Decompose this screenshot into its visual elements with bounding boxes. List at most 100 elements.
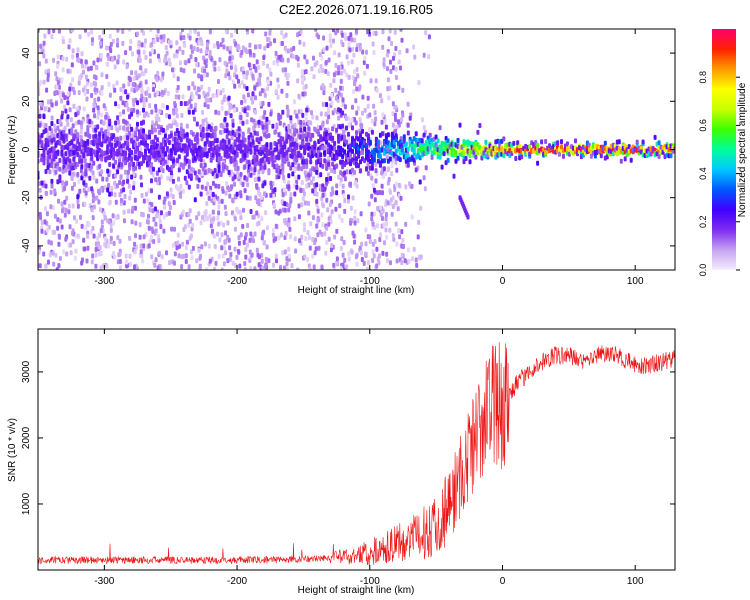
heatmap-cell (75, 218, 79, 224)
heatmap-cell (99, 207, 103, 213)
heatmap-cell (126, 126, 130, 132)
heatmap-cell (245, 176, 249, 182)
heatmap-cell (322, 90, 326, 96)
heatmap-cell (373, 239, 377, 244)
heatmap-cell (53, 188, 57, 194)
heatmap-cell (264, 256, 268, 262)
heatmap-cell (285, 256, 289, 262)
heatmap-cell (280, 41, 284, 46)
heatmap-cell (323, 231, 327, 237)
heatmap-cell (370, 175, 374, 181)
heatmap-cell (269, 192, 273, 198)
heatmap-cell (213, 244, 217, 249)
heatmap-cell (301, 196, 305, 202)
heatmap-cell (118, 259, 122, 264)
heatmap-cell (124, 253, 128, 259)
heatmap-cell (165, 105, 169, 110)
heatmap-cell (321, 192, 325, 198)
heatmap-cell (132, 107, 136, 113)
heatmap-cell (92, 60, 96, 66)
heatmap-cell (207, 243, 211, 249)
heatmap-cell (156, 90, 160, 96)
heatmap-cell (365, 63, 369, 69)
heatmap-cell (234, 67, 238, 73)
heatmap-cell (199, 220, 203, 226)
heatmap-cell (295, 142, 299, 148)
heatmap-cell (157, 53, 160, 59)
heatmap-cell (57, 198, 60, 204)
heatmap-cell (271, 193, 275, 199)
heatmap-cell (86, 245, 90, 251)
heatmap-cell (176, 232, 180, 238)
heatmap-cell (122, 125, 126, 131)
heatmap-cell (382, 222, 386, 228)
heatmap-cell (145, 90, 149, 96)
heatmap-cell (401, 237, 405, 243)
heatmap-cell (424, 30, 428, 36)
heatmap-cell (349, 220, 353, 226)
heatmap-cell (341, 262, 345, 268)
heatmap-cell (544, 139, 548, 144)
heatmap-cell (179, 122, 183, 128)
heatmap-cell (91, 253, 95, 259)
heatmap-cell (38, 61, 42, 67)
heatmap-cell (253, 85, 257, 91)
heatmap-cell (226, 258, 230, 264)
heatmap-cell (285, 155, 289, 161)
heatmap-cell (90, 186, 94, 192)
heatmap-cell (177, 94, 181, 100)
heatmap-cell (366, 95, 370, 101)
heatmap-cell (257, 220, 261, 226)
heatmap-cell (311, 132, 315, 138)
heatmap-cell (329, 219, 333, 225)
heatmap-cell (162, 228, 166, 234)
heatmap-cell (357, 86, 361, 92)
heatmap-cell (193, 197, 197, 203)
heatmap-cell (348, 47, 352, 53)
heatmap-cell (185, 169, 189, 175)
heatmap-cell (291, 124, 294, 130)
heatmap-cell (468, 159, 472, 165)
heatmap-cell (173, 260, 176, 266)
heatmap-cell (321, 122, 325, 128)
heatmap-cell (304, 84, 308, 89)
heatmap-cell (42, 251, 46, 257)
heatmap-cell (188, 208, 192, 214)
heatmap-cell (397, 228, 401, 234)
heatmap-cell (207, 195, 211, 201)
heatmap-cell (46, 72, 50, 78)
heatmap-cell (52, 146, 56, 152)
heatmap-cell (347, 131, 350, 137)
heatmap-cell (150, 129, 154, 135)
heatmap-cell (302, 222, 306, 228)
heatmap-cell (91, 193, 95, 198)
heatmap-cell (294, 248, 298, 254)
heatmap-cell (130, 111, 134, 117)
heatmap-cell (60, 77, 64, 83)
heatmap-cell (47, 239, 51, 245)
heatmap-cell (325, 119, 329, 125)
heatmap-cell (116, 115, 120, 121)
heatmap-cell (203, 68, 207, 74)
heatmap-cell (406, 130, 410, 136)
heatmap-cell (374, 30, 378, 36)
heatmap-cell (112, 155, 116, 161)
heatmap-cell (213, 168, 217, 173)
heatmap-cell (66, 91, 70, 97)
heatmap-cell (275, 258, 278, 264)
heatmap-cell (266, 63, 269, 69)
heatmap-cell (370, 118, 374, 124)
snr-series-line (38, 342, 675, 566)
heatmap-cell (39, 43, 43, 49)
heatmap-cell (112, 251, 116, 257)
heatmap-cell (205, 72, 209, 78)
heatmap-cell (317, 245, 321, 251)
heatmap-cell (352, 69, 356, 75)
heatmap-cell (44, 206, 47, 212)
heatmap-cell (97, 96, 101, 102)
heatmap-cell (283, 218, 287, 224)
heatmap-cell (94, 246, 98, 252)
heatmap-cell (167, 140, 171, 145)
